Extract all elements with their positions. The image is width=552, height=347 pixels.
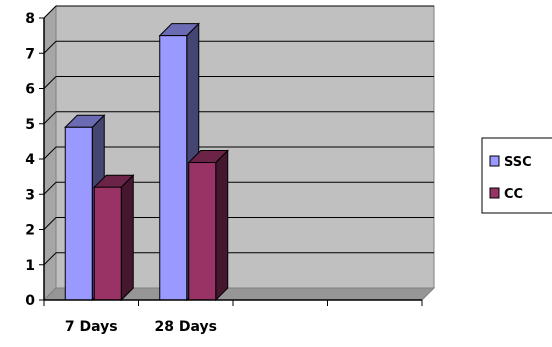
- legend-swatch-cc: [489, 187, 500, 199]
- bar-cc-1: [93, 173, 135, 302]
- gridline-side: [43, 146, 57, 160]
- gridline-side: [43, 111, 57, 125]
- legend-label-cc: CC: [504, 187, 523, 202]
- bar-ssc-2-front: [159, 35, 188, 301]
- gridline-side: [43, 217, 57, 230]
- bar-cc-2-front: [188, 162, 217, 301]
- bar-cc-1-front: [93, 186, 122, 301]
- bars-group: [64, 22, 229, 302]
- y-tick-label: 2: [25, 223, 35, 239]
- legend-swatch-ssc: [489, 155, 500, 167]
- y-tick-label: 3: [25, 187, 35, 203]
- gridline-side: [43, 40, 57, 54]
- legend: SSC CC: [481, 137, 552, 214]
- y-tick-label: 4: [25, 152, 35, 168]
- bar-cc-1-side: [120, 173, 134, 302]
- y-tick-label: 8: [25, 11, 35, 27]
- axes: 0 1 2 3 4 5 6 7 8 7 Days 28 Days: [25, 11, 423, 335]
- gridline-side: [43, 181, 57, 195]
- bar-ssc-1-front: [64, 126, 93, 301]
- y-tick-label: 7: [25, 46, 35, 62]
- legend-box: [481, 137, 552, 214]
- gridline-side: [43, 5, 57, 19]
- gridline-side: [43, 76, 57, 89]
- y-tick-label: 6: [25, 82, 35, 98]
- x-tick-label: 7 Days: [65, 319, 118, 335]
- y-tick-label: 5: [25, 117, 35, 133]
- legend-label-ssc: SSC: [504, 155, 532, 170]
- bar-cc-2: [187, 149, 229, 302]
- y-tick-label: 0: [25, 293, 35, 309]
- x-tick-label: 28 Days: [155, 319, 217, 335]
- bar-cc-2-side: [215, 149, 229, 302]
- y-tick-label: 1: [25, 258, 35, 274]
- gridline-side: [43, 252, 57, 266]
